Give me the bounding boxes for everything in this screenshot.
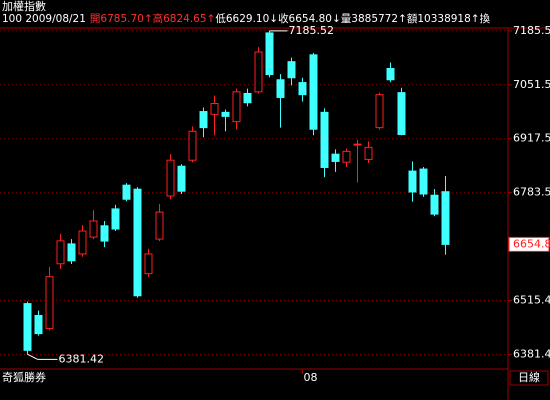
candle-body xyxy=(375,94,384,129)
candle-body xyxy=(89,220,98,238)
chart-title: 加權指數 xyxy=(2,0,46,13)
last-price-label: 6654.8 xyxy=(513,237,550,250)
quote-info: 100 2009/08/21 開6785.70↑高6824.65↑低6629.10… xyxy=(2,13,548,26)
candle-body xyxy=(254,51,263,93)
last-price-box xyxy=(508,236,550,252)
candle-body xyxy=(243,92,252,104)
candle-body xyxy=(232,91,241,123)
candle-body xyxy=(210,103,219,115)
y-tick-label: 6515.4 xyxy=(513,293,550,306)
candle-body xyxy=(276,79,285,98)
x-tick-label: 08 xyxy=(304,371,318,384)
y-tick-label: 6783.5 xyxy=(513,186,550,199)
candle-body xyxy=(221,111,230,117)
info-item: 開6785.70↑ xyxy=(89,13,153,25)
candle-body xyxy=(353,143,362,146)
info-item: 低6629.10↓ xyxy=(215,13,279,25)
info-item: 額10338918↑ xyxy=(406,13,480,25)
candle-body xyxy=(419,168,428,195)
candle-body xyxy=(199,111,208,129)
y-tick-label: 6917.5 xyxy=(513,132,550,145)
candle-body xyxy=(287,61,296,79)
candle-body xyxy=(100,225,109,242)
candle-body xyxy=(155,211,164,240)
info-item: 高6824.65↑ xyxy=(152,13,216,25)
candle-body xyxy=(177,165,186,192)
info-item: 100 2009/08/21 xyxy=(2,13,86,25)
info-item: 換 xyxy=(479,13,491,25)
candle-body xyxy=(45,276,54,329)
candle-body xyxy=(364,146,373,160)
candle-body xyxy=(111,208,120,230)
low-label: 6381.42 xyxy=(59,352,105,365)
candle-body xyxy=(408,170,417,193)
high-label: 7185.52 xyxy=(289,24,335,37)
candle-body xyxy=(298,82,307,96)
y-tick-label: 7185.5 xyxy=(513,24,550,37)
candle-body xyxy=(386,68,395,81)
annotation-leader xyxy=(27,353,38,360)
period-box[interactable] xyxy=(509,370,549,386)
candle-body xyxy=(430,194,439,215)
candle-body xyxy=(67,243,76,262)
candle-body xyxy=(188,130,197,161)
candle-body xyxy=(441,191,450,245)
footer-left: 奇狐勝券 xyxy=(2,370,46,384)
candle-body xyxy=(23,303,32,351)
candle-body xyxy=(397,92,406,135)
candle-body xyxy=(34,314,43,335)
candle-body xyxy=(320,111,329,168)
candle-body xyxy=(133,188,142,297)
candle-body xyxy=(78,230,87,255)
candle-body xyxy=(265,32,274,76)
y-tick-label: 6381.4 xyxy=(513,347,550,360)
info-item: 量3885772↑ xyxy=(340,13,407,25)
y-tick-label: 7051.5 xyxy=(513,78,550,91)
candle-body xyxy=(122,184,131,200)
candle-body xyxy=(144,253,153,275)
candle-body xyxy=(342,150,351,163)
candle-body xyxy=(166,159,175,197)
footer-right[interactable]: 日線 xyxy=(518,370,540,384)
candle-body xyxy=(56,240,65,265)
candle-body xyxy=(331,153,340,162)
info-item: 收6654.80↓ xyxy=(278,13,341,25)
candle-body xyxy=(309,54,318,130)
